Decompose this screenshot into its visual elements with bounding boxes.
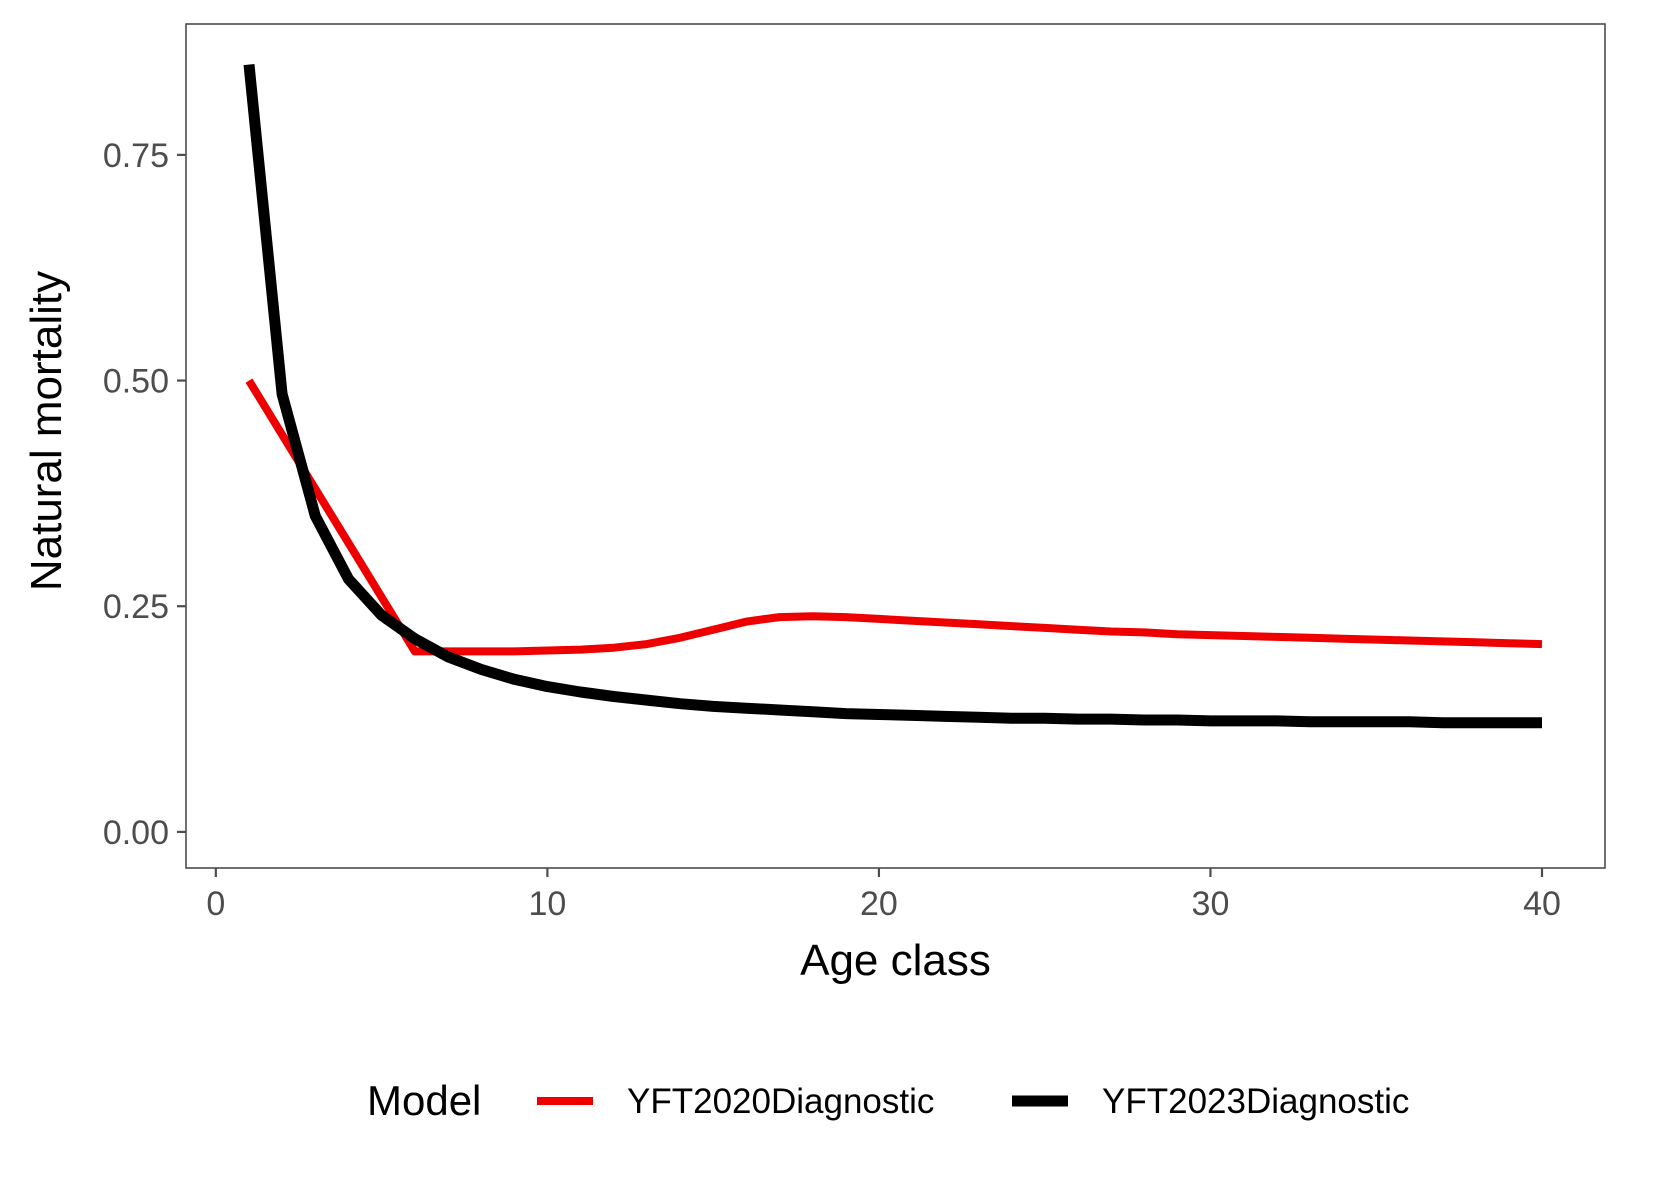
- y-tick-label: 0.25: [103, 588, 169, 626]
- y-tick-label: 0.50: [103, 363, 169, 401]
- x-tick-label: 0: [206, 885, 225, 923]
- y-tick-label: 0.75: [103, 137, 169, 175]
- plot-panel-border: [185, 23, 1606, 869]
- x-tick-label: 40: [1523, 885, 1561, 923]
- y-axis: 0.00 0.25 0.50 0.75: [103, 137, 186, 852]
- series-line-yft2023diagnostic: [243, 64, 1542, 729]
- legend: Model YFT2020Diagnostic YFT2023Diagnostic: [367, 1077, 1409, 1124]
- x-axis-title: Age class: [800, 936, 991, 985]
- y-tick-label: 0.00: [103, 814, 169, 852]
- series-lines: [243, 64, 1543, 729]
- legend-title: Model: [367, 1077, 481, 1124]
- x-tick-label: 10: [528, 885, 566, 923]
- x-axis: 0 10 20 30 40: [206, 868, 1561, 923]
- legend-label-yft2020diagnostic: YFT2020Diagnostic: [627, 1082, 934, 1121]
- x-tick-label: 20: [860, 885, 898, 923]
- y-axis-title: Natural mortality: [22, 271, 71, 591]
- series-line-yft2020diagnostic: [245, 378, 1543, 656]
- x-tick-label: 30: [1192, 885, 1230, 923]
- legend-items: YFT2020Diagnostic YFT2023Diagnostic: [537, 1082, 1409, 1121]
- legend-label-yft2023diagnostic: YFT2023Diagnostic: [1102, 1082, 1409, 1121]
